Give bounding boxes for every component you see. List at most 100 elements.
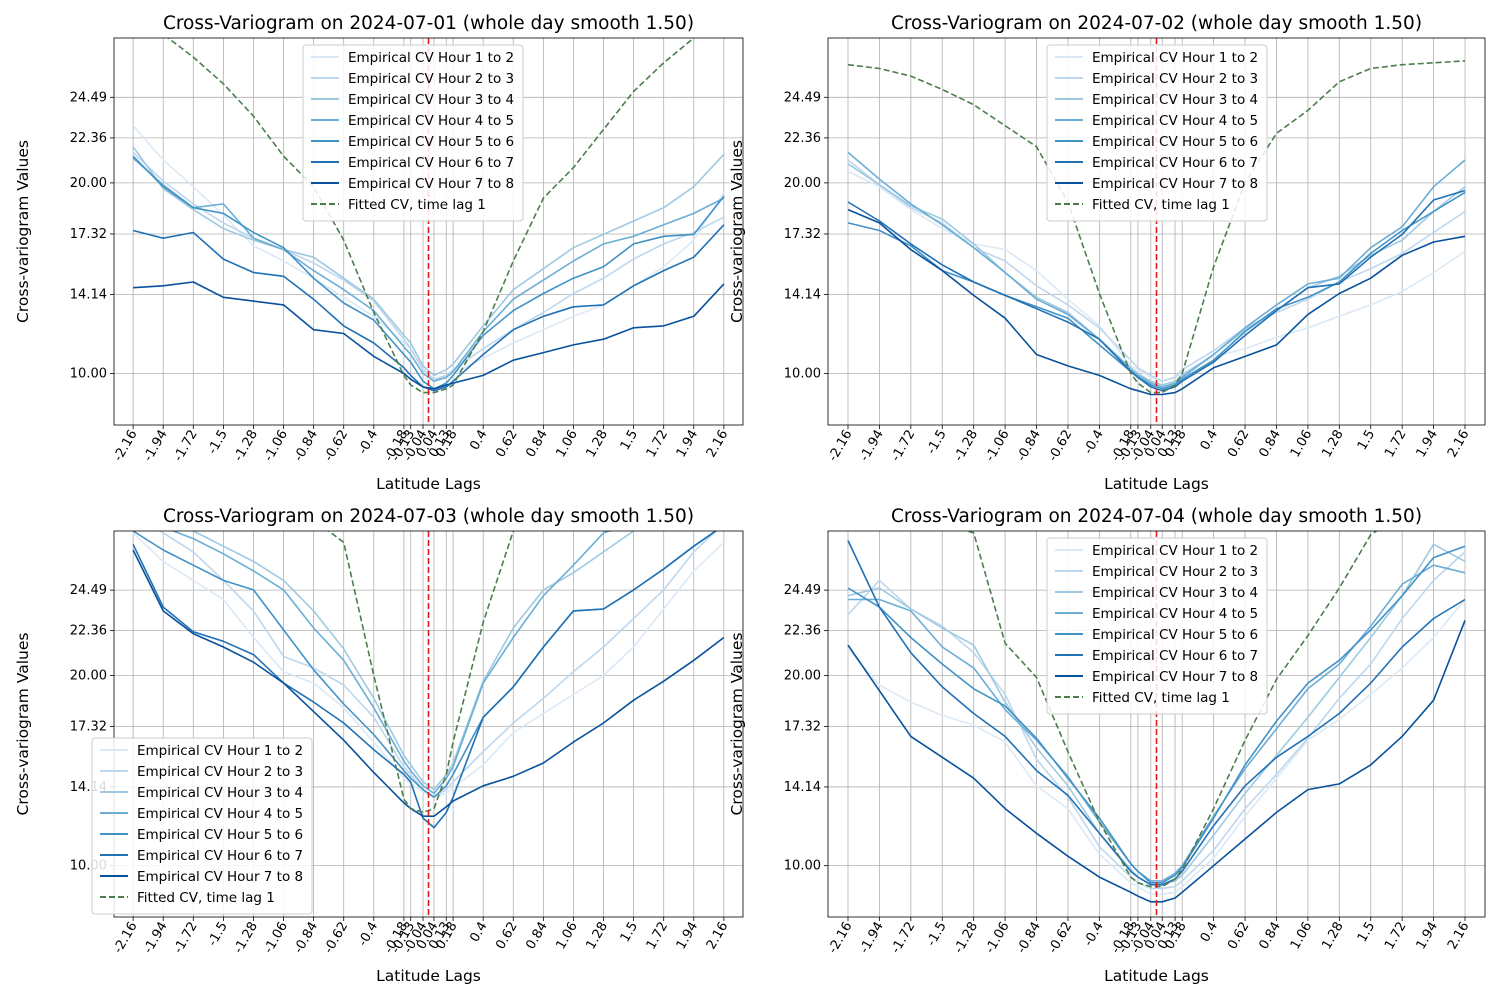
- y-tick-label: 22.36: [70, 624, 107, 639]
- x-tick-label: 0.62: [1225, 428, 1252, 461]
- x-tick-label: -1.28: [951, 428, 981, 465]
- x-tick-label: -0.84: [291, 428, 321, 465]
- chart-title: Cross-Variogram on 2024-07-03 (whole day…: [163, 506, 694, 527]
- y-tick-label: 14.14: [784, 780, 821, 795]
- x-tick-label: 1.72: [1382, 428, 1409, 461]
- x-tick-label: 0.62: [493, 428, 520, 461]
- x-tick-label: -1.94: [857, 428, 887, 465]
- y-tick-label: 17.32: [784, 227, 821, 242]
- legend-label: Empirical CV Hour 1 to 2: [348, 50, 514, 66]
- legend-label: Empirical CV Hour 4 to 5: [1092, 113, 1258, 129]
- x-tick-label: 1.94: [1414, 920, 1441, 953]
- legend-label: Empirical CV Hour 7 to 8: [137, 869, 303, 885]
- x-tick-label: -1.72: [171, 428, 201, 465]
- legend-label: Empirical CV Hour 5 to 6: [348, 134, 514, 150]
- x-tick-label: 0.4: [1198, 920, 1221, 945]
- x-tick-label: -2.16: [826, 428, 856, 465]
- legend-label: Empirical CV Hour 1 to 2: [1092, 543, 1258, 559]
- x-tick-label: -0.4: [356, 428, 382, 457]
- legend-label: Fitted CV, time lag 1: [348, 197, 486, 213]
- x-tick-label: -1.94: [857, 920, 887, 957]
- axes-frame: [827, 37, 1486, 426]
- y-tick-label: 20.00: [70, 669, 107, 684]
- legend: Empirical CV Hour 1 to 2 Empirical CV Hou…: [1046, 537, 1268, 715]
- x-tick-label: 1.5: [1355, 428, 1378, 453]
- x-tick-label: -0.84: [1014, 920, 1044, 957]
- x-tick-label: 0.84: [523, 920, 550, 953]
- x-tick-label: 0.4: [467, 428, 490, 453]
- y-tick-label: 22.36: [784, 624, 821, 639]
- x-tick-label: -1.06: [261, 920, 291, 957]
- subplot-2: 10.00 14.14 17.32 20.00 22.36 24.49 -2.16 -1.94…: [728, 13, 1486, 493]
- x-tick-label: 0.84: [1256, 920, 1283, 953]
- x-tick-label: -0.84: [1014, 428, 1044, 465]
- x-tick-label: -0.84: [291, 920, 321, 957]
- x-tick-label: 1.72: [644, 920, 671, 953]
- x-axis-label: Latitude Lags: [376, 475, 481, 493]
- x-tick-label: -1.94: [141, 920, 171, 957]
- x-tick-label: -1.06: [983, 920, 1013, 957]
- y-axis-label: Cross-variogram Values: [728, 633, 746, 816]
- x-tick-label: -1.06: [983, 428, 1013, 465]
- x-tick-label: -1.28: [231, 920, 261, 957]
- series-line: [132, 157, 725, 383]
- axes-frame: [113, 37, 744, 426]
- x-tick-label: -0.62: [1046, 920, 1076, 957]
- chart-title: Cross-Variogram on 2024-07-04 (whole day…: [891, 506, 1422, 527]
- y-tick-label: 24.49: [70, 90, 107, 105]
- legend-label: Empirical CV Hour 1 to 2: [1092, 50, 1258, 66]
- legend-label: Empirical CV Hour 6 to 7: [1092, 648, 1258, 664]
- x-tick-label: 1.72: [1382, 920, 1409, 953]
- x-tick-label: 2.16: [1445, 428, 1472, 461]
- y-tick-label: 10.00: [70, 367, 107, 382]
- x-tick-label: -0.62: [321, 428, 351, 465]
- y-tick-label: 20.00: [70, 176, 107, 191]
- legend-label: Empirical CV Hour 1 to 2: [137, 743, 303, 759]
- subplot-1: 10.00 14.14 17.32 20.00 22.36 24.49 -2.16 -1.94…: [14, 13, 744, 493]
- legend-label: Empirical CV Hour 2 to 3: [1092, 564, 1258, 580]
- series-line: [847, 191, 1466, 390]
- x-tick-label: -2.16: [826, 920, 856, 957]
- legend-label: Empirical CV Hour 2 to 3: [1092, 71, 1258, 87]
- y-tick-label: 20.00: [784, 669, 821, 684]
- x-tick-label: -1.72: [888, 428, 918, 465]
- x-tick-label: 1.06: [553, 428, 580, 461]
- legend: Empirical CV Hour 1 to 2 Empirical CV Hou…: [91, 737, 313, 915]
- x-tick-label: 2.16: [704, 428, 731, 461]
- series-line: [847, 189, 1466, 392]
- y-tick-label: 17.32: [70, 719, 107, 734]
- legend-label: Empirical CV Hour 3 to 4: [348, 92, 514, 108]
- series-line: [132, 224, 725, 392]
- legend-label: Empirical CV Hour 5 to 6: [1092, 134, 1258, 150]
- y-tick-label: 24.49: [70, 583, 107, 598]
- legend-label: Empirical CV Hour 6 to 7: [137, 848, 303, 864]
- series-line: [132, 146, 725, 377]
- y-tick-label: 22.36: [784, 131, 821, 146]
- x-tick-label: -1.06: [261, 428, 291, 465]
- x-tick-label: -1.5: [205, 428, 231, 457]
- x-tick-label: -1.5: [924, 920, 950, 949]
- legend-label: Empirical CV Hour 5 to 6: [1092, 627, 1258, 643]
- x-tick-label: 2.16: [1445, 920, 1472, 953]
- series-line: [848, 564, 1466, 882]
- x-tick-label: 1.5: [618, 428, 641, 453]
- x-tick-label: -1.5: [924, 428, 950, 457]
- x-tick-label: 1.5: [618, 920, 641, 945]
- y-axis-label: Cross-variogram Values: [728, 140, 746, 323]
- legend-label: Fitted CV, time lag 1: [137, 890, 275, 906]
- legend-label: Empirical CV Hour 6 to 7: [348, 155, 514, 171]
- y-tick-label: 22.36: [70, 131, 107, 146]
- x-axis-label: Latitude Lags: [376, 967, 481, 985]
- legend-label: Empirical CV Hour 4 to 5: [1092, 606, 1258, 622]
- y-tick-label: 17.32: [784, 719, 821, 734]
- legend-label: Empirical CV Hour 3 to 4: [137, 785, 303, 801]
- legend-box: [91, 737, 313, 915]
- x-tick-label: 0.84: [523, 428, 550, 461]
- y-tick-label: 24.49: [784, 583, 821, 598]
- x-axis-label: Latitude Lags: [1104, 967, 1209, 985]
- x-tick-label: 0.4: [467, 920, 490, 945]
- x-tick-label: -2.16: [111, 428, 141, 465]
- axes-frame: [113, 530, 744, 918]
- series-line: [132, 549, 725, 818]
